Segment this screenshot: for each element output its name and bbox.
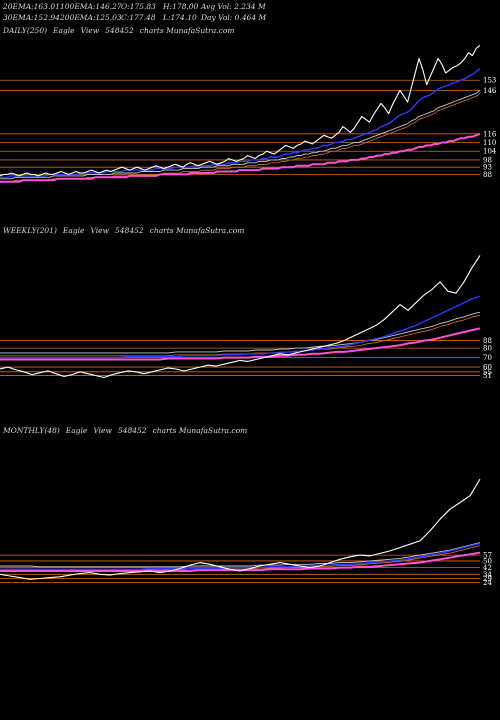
level-label: 34 — [483, 571, 492, 579]
level-label: 50 — [483, 557, 492, 565]
series-line-ema-long — [0, 132, 481, 183]
level-label: 153 — [483, 77, 496, 85]
series-line-ema-mid — [0, 90, 481, 180]
level-label: 88 — [483, 171, 492, 179]
ema20-readout: 20EMA:163.01 — [3, 2, 60, 11]
level-label: 55 — [483, 368, 492, 376]
low-readout: L:174.10 — [163, 13, 197, 22]
ema30-readout: 30EMA:152.94 — [3, 13, 60, 22]
series-line-price — [0, 478, 481, 580]
indicator-header-row-2: 30EMA:152.94 200EMA:125.03 C:177.48 L:17… — [3, 13, 498, 23]
series-line-ema-slow — [0, 93, 481, 183]
series-line-ema-short — [0, 542, 481, 571]
level-label: 104 — [483, 148, 497, 156]
level-label: 116 — [483, 130, 497, 138]
series-line-ema-mid — [0, 542, 481, 568]
level-label: 57 — [483, 552, 492, 560]
close-readout: C:177.48 — [121, 13, 156, 22]
level-label: 24 — [483, 579, 492, 587]
avg-vol-readout: Avg Vol: 2.234 M — [201, 2, 266, 11]
monthly-panel-title: MONTHLY(48) Eagle View 548452 charts MunafaS… — [3, 426, 248, 435]
level-label: 29 — [483, 575, 492, 583]
day-vol-readout: Day Vol: 0.464 M — [201, 13, 267, 22]
series-line-ema-long — [0, 327, 481, 361]
weekly-panel-title: WEEKLY(201) Eagle View 548452 charts MunafaS… — [3, 226, 245, 235]
series-line-price — [0, 255, 481, 379]
high-readout: H:178.00 — [163, 2, 199, 11]
level-label: 60 — [483, 364, 492, 372]
level-label: 98 — [483, 156, 492, 164]
level-label: 42 — [483, 564, 492, 572]
ema100-readout: 100EMA:146.27 — [60, 2, 122, 11]
level-label: 110 — [483, 139, 496, 147]
level-label: 80 — [483, 345, 492, 353]
ema200-readout: 200EMA:125.03 — [60, 13, 122, 22]
series-line-ema-short — [0, 295, 481, 359]
daily-panel-title: DAILY(250) Eagle View 548452 charts MunafaSu… — [3, 26, 235, 35]
level-label: 146 — [483, 87, 497, 95]
level-label: 70 — [483, 354, 492, 362]
level-label: 93 — [483, 164, 492, 172]
series-line-ema-mid — [0, 311, 481, 354]
series-line-ema-slow — [0, 314, 481, 357]
indicator-header-row-1: 20EMA:163.01 100EMA:146.27 O:175.83 H:17… — [3, 2, 498, 12]
open-readout: O:175.83 — [121, 2, 156, 11]
series-line-price — [0, 44, 481, 177]
level-label: 51 — [483, 372, 492, 380]
series-line-ema-long — [0, 551, 481, 572]
level-label: 88 — [483, 337, 492, 345]
